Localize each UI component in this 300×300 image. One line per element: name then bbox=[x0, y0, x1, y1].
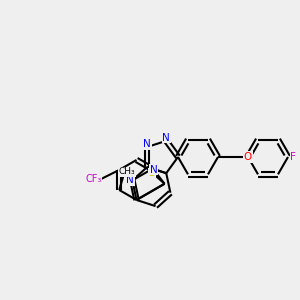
Text: N: N bbox=[143, 139, 151, 149]
Text: N: N bbox=[162, 133, 170, 143]
Text: CF₃: CF₃ bbox=[85, 174, 101, 184]
Text: CH₃: CH₃ bbox=[118, 167, 135, 176]
Text: F: F bbox=[290, 152, 296, 162]
Text: N: N bbox=[150, 165, 158, 175]
Text: N: N bbox=[127, 176, 134, 185]
Text: O: O bbox=[244, 152, 252, 162]
Text: S: S bbox=[148, 168, 155, 178]
